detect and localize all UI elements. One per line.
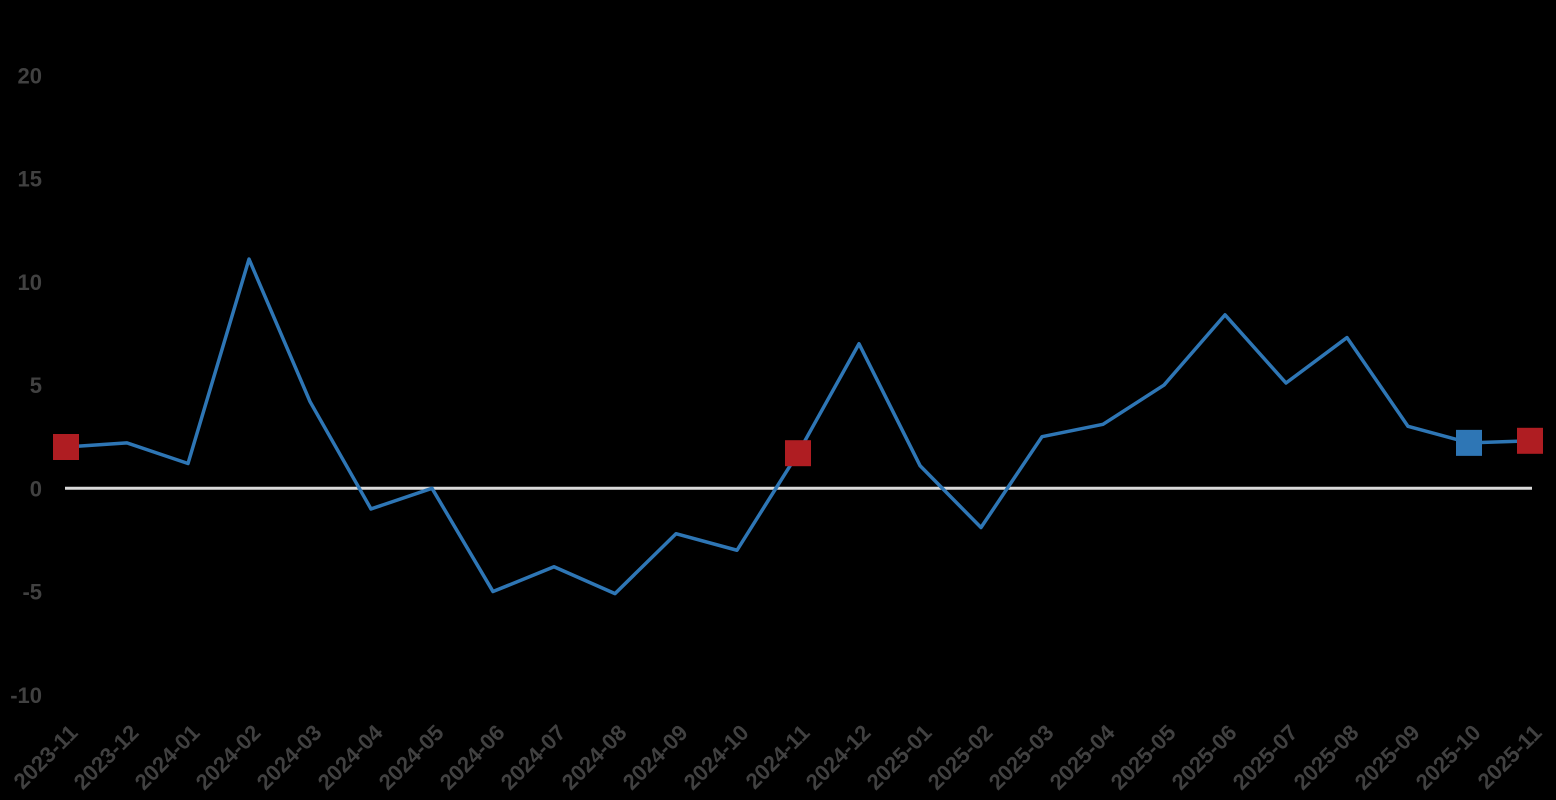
x-tick-label: 2025-06 bbox=[1167, 720, 1242, 795]
x-tick-label: 2025-02 bbox=[923, 720, 998, 795]
x-tick-label: 2025-08 bbox=[1289, 720, 1364, 795]
y-tick-label: 5 bbox=[30, 373, 42, 398]
y-tick-label: -10 bbox=[10, 683, 42, 708]
x-tick-label: 2024-06 bbox=[435, 720, 510, 795]
x-tick-label: 2025-09 bbox=[1350, 720, 1425, 795]
data-point-marker-2025-10 bbox=[1456, 429, 1482, 456]
trend-line bbox=[64, 257, 1532, 596]
y-tick-label: 20 bbox=[18, 63, 42, 88]
data-point-marker-2023-11 bbox=[53, 434, 79, 460]
x-tick-label: 2024-10 bbox=[679, 720, 754, 795]
y-tick-label: -5 bbox=[22, 580, 42, 605]
x-tick-label: 2024-08 bbox=[557, 720, 632, 795]
x-tick-label: 2024-02 bbox=[191, 720, 266, 795]
y-tick-label: 15 bbox=[18, 167, 42, 192]
x-tick-label: 2025-11 bbox=[1473, 720, 1547, 794]
data-point-marker-2025-11 bbox=[1517, 427, 1543, 454]
x-tick-label: 2024-03 bbox=[252, 720, 327, 795]
x-tick-label: 2024-01 bbox=[130, 720, 205, 795]
x-tick-label: 2025-03 bbox=[984, 720, 1059, 795]
x-tick-label: 2025-01 bbox=[862, 720, 937, 795]
x-tick-label: 2025-05 bbox=[1106, 720, 1181, 795]
x-tick-label: 2024-11 bbox=[741, 720, 815, 794]
x-tick-label: 2024-12 bbox=[801, 720, 876, 795]
x-tick-label: 2024-09 bbox=[618, 720, 693, 795]
x-tick-label: 2024-04 bbox=[313, 719, 388, 794]
x-tick-label: 2024-05 bbox=[374, 720, 449, 795]
x-tick-label: 2024-07 bbox=[496, 720, 571, 795]
data-point-marker-2024-11 bbox=[785, 440, 811, 467]
x-tick-label: 2025-07 bbox=[1228, 720, 1303, 795]
x-tick-label: 2025-10 bbox=[1411, 720, 1486, 795]
y-tick-label: 10 bbox=[18, 270, 42, 295]
x-tick-label: 2023-12 bbox=[69, 720, 144, 795]
x-tick-label: 2023-11 bbox=[9, 720, 83, 794]
x-tick-label: 2025-04 bbox=[1045, 719, 1120, 794]
y-tick-label: 0 bbox=[30, 476, 42, 501]
